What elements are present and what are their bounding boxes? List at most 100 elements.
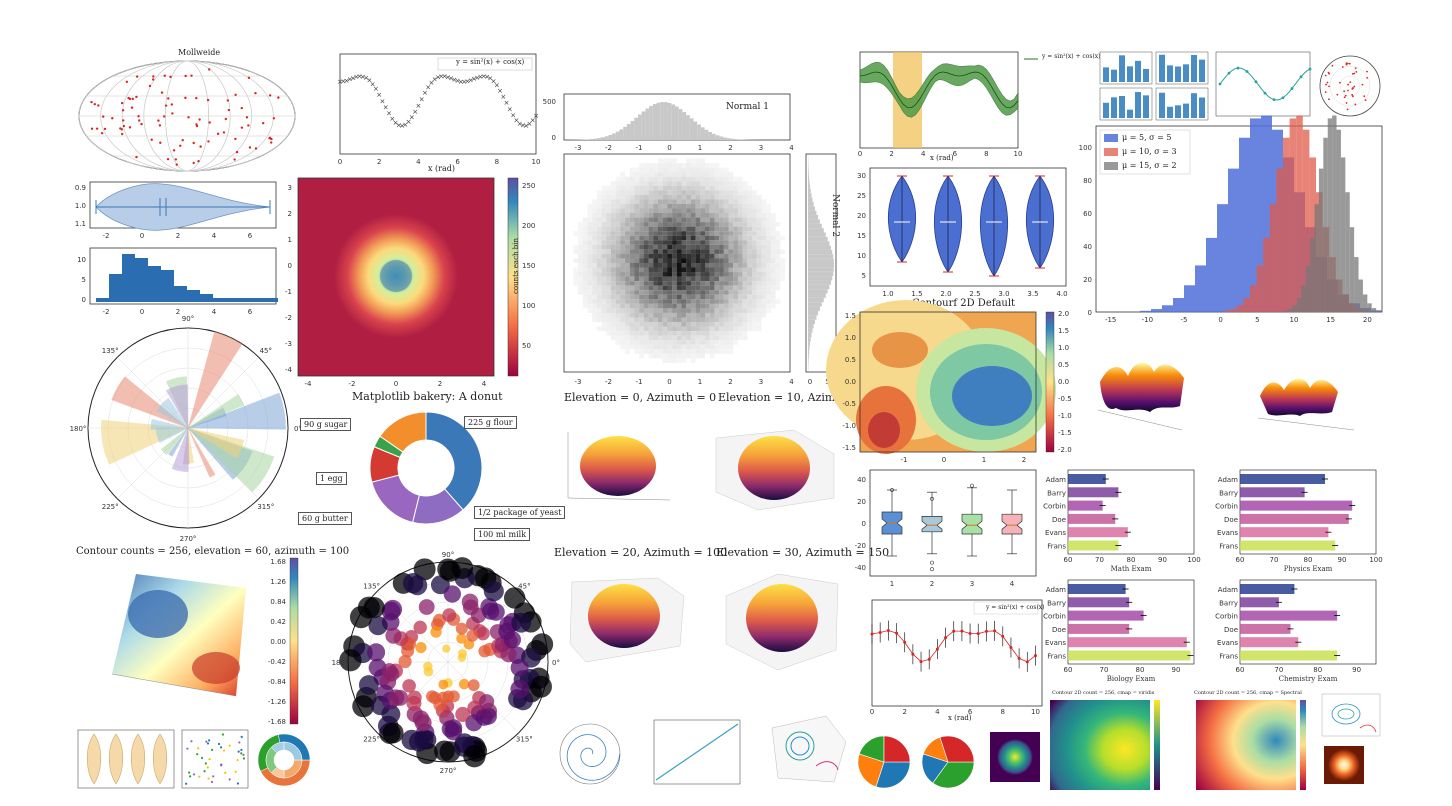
density-cell: [695, 222, 701, 227]
density-cell: [766, 308, 771, 313]
density-cell: [752, 290, 757, 295]
density-cell: [662, 331, 668, 336]
density-cell: [611, 331, 616, 336]
density-cell: [592, 262, 597, 268]
density-cell: [690, 217, 696, 223]
density-cell: [615, 303, 621, 309]
density-cell: [596, 290, 602, 295]
density-cell: [606, 262, 612, 268]
sine-point: ×: [435, 74, 441, 82]
density-cell: [629, 321, 635, 327]
polar-scatter-panel: 90° 45° 0° 315° 270° 225° 180° 135°: [332, 551, 560, 775]
density-cell: [728, 235, 734, 241]
density-cell: [686, 249, 691, 254]
density-cell: [742, 253, 748, 259]
density-cell: [728, 172, 734, 177]
density-cell: [578, 231, 583, 236]
elev0-title: Elevation = 0, Azimuth = 0: [564, 391, 717, 404]
density-cell: [695, 167, 701, 173]
sine-point: ×: [527, 120, 533, 128]
density-cell: [611, 262, 616, 268]
hist-bar: [712, 133, 716, 140]
polar-point: [456, 633, 467, 644]
density-cell: [695, 272, 701, 277]
density-cell: [709, 217, 715, 223]
density-cell: [658, 158, 663, 164]
density-cell: [629, 340, 635, 345]
mollweide-point: [127, 96, 130, 100]
density-cell: [719, 317, 724, 323]
density-cell: [723, 326, 729, 332]
density-cell: [658, 185, 663, 191]
density-cell: [615, 176, 621, 182]
density-cell: [747, 312, 753, 318]
density-cell: [756, 321, 762, 327]
mini-bar: [1159, 92, 1165, 118]
density-cell: [709, 281, 715, 286]
density-cell: [681, 167, 687, 173]
density-cell: [700, 244, 706, 250]
mollweide-point: [122, 119, 125, 122]
density-cell: [676, 290, 682, 295]
density-cell: [723, 181, 729, 186]
hist-bar: [615, 131, 620, 140]
hist-bar: [1336, 129, 1341, 312]
density-cell: [766, 222, 771, 227]
mollweide-point: [135, 75, 139, 78]
density-cell: [662, 203, 668, 209]
density-cell: [686, 240, 691, 245]
density-cell: [639, 194, 644, 200]
density-cell: [658, 290, 663, 295]
sine-point: ×: [520, 122, 526, 130]
density-cell: [582, 262, 588, 268]
density-cell: [737, 317, 743, 323]
tick-label: 4: [789, 378, 794, 386]
density-cell: [592, 240, 597, 245]
density-cell: [578, 290, 583, 295]
density-cell: [709, 349, 715, 354]
density-cell: [667, 303, 673, 309]
density-cell: [634, 258, 640, 264]
tick-label: 180°: [70, 425, 87, 433]
density-cell: [634, 303, 640, 309]
density-cell: [733, 235, 738, 241]
density-cell: [723, 213, 729, 218]
density-cell: [658, 285, 663, 291]
density-cell: [723, 190, 729, 195]
density-cell: [752, 272, 757, 277]
density-cell: [639, 303, 644, 309]
density-cell: [592, 308, 597, 313]
exam-category: Corbin: [1215, 503, 1238, 511]
tick-label: 500: [543, 98, 556, 106]
tick-label: 3: [759, 144, 763, 152]
exam-category: Adam: [1046, 476, 1066, 484]
sine-point: ×: [451, 76, 457, 84]
density-cell: [587, 258, 593, 264]
density-cell: [742, 294, 748, 300]
density-cell: [662, 299, 668, 304]
density-cell: [756, 317, 762, 323]
density-cell: [695, 331, 701, 336]
density-cell: [625, 312, 630, 318]
density-cell: [601, 213, 607, 218]
density-cell: [662, 317, 668, 323]
tick-label: 70: [1095, 556, 1104, 564]
exam-bar: [1240, 637, 1299, 648]
density-cell: [662, 262, 668, 268]
density-cell: [775, 249, 781, 254]
density-cell: [695, 185, 701, 191]
band-legend: y = sin²(x) + cos(x): [1042, 53, 1101, 60]
side-hist-bar: [808, 315, 817, 320]
density-cell: [681, 281, 687, 286]
density-cell: [728, 226, 734, 232]
density-cell: [709, 299, 715, 304]
polar-point: [398, 654, 412, 669]
density-cell: [625, 349, 630, 354]
density-cell: [719, 290, 724, 295]
density-cell: [770, 294, 776, 300]
side-hist-bar: [808, 215, 819, 220]
tick-label: 6: [248, 232, 253, 240]
tick-label: 0.84: [270, 598, 286, 606]
density-cell: [681, 276, 687, 282]
density-cell: [719, 199, 724, 204]
